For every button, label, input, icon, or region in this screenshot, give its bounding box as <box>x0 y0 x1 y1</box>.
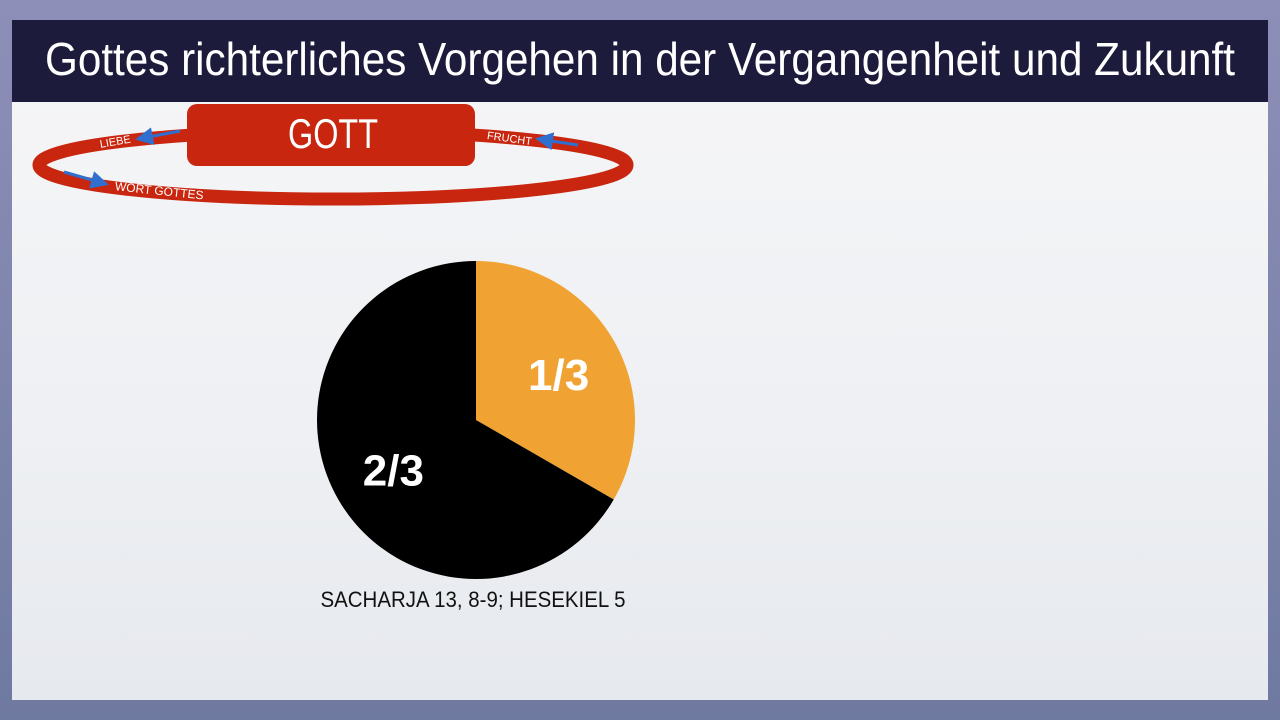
arrow <box>63 170 109 189</box>
ring-label: LIEBE <box>99 134 132 151</box>
arrow <box>535 132 579 151</box>
pie-chart: 1/3 2/3 <box>316 261 635 579</box>
title: Gottes richterliches Vorgehen in der Ver… <box>45 33 1235 85</box>
center-box <box>187 104 475 166</box>
slice-label: 1/3 <box>528 351 589 400</box>
pie-slice <box>476 261 635 500</box>
arrow <box>135 127 181 146</box>
center-label: GOTT <box>288 110 378 157</box>
slice-label: 2/3 <box>363 446 424 495</box>
title-bar <box>12 20 1268 102</box>
caption: SACHARJA 13, 8-9; HESEKIEL 5 <box>321 587 626 612</box>
pie-slice <box>316 261 614 579</box>
